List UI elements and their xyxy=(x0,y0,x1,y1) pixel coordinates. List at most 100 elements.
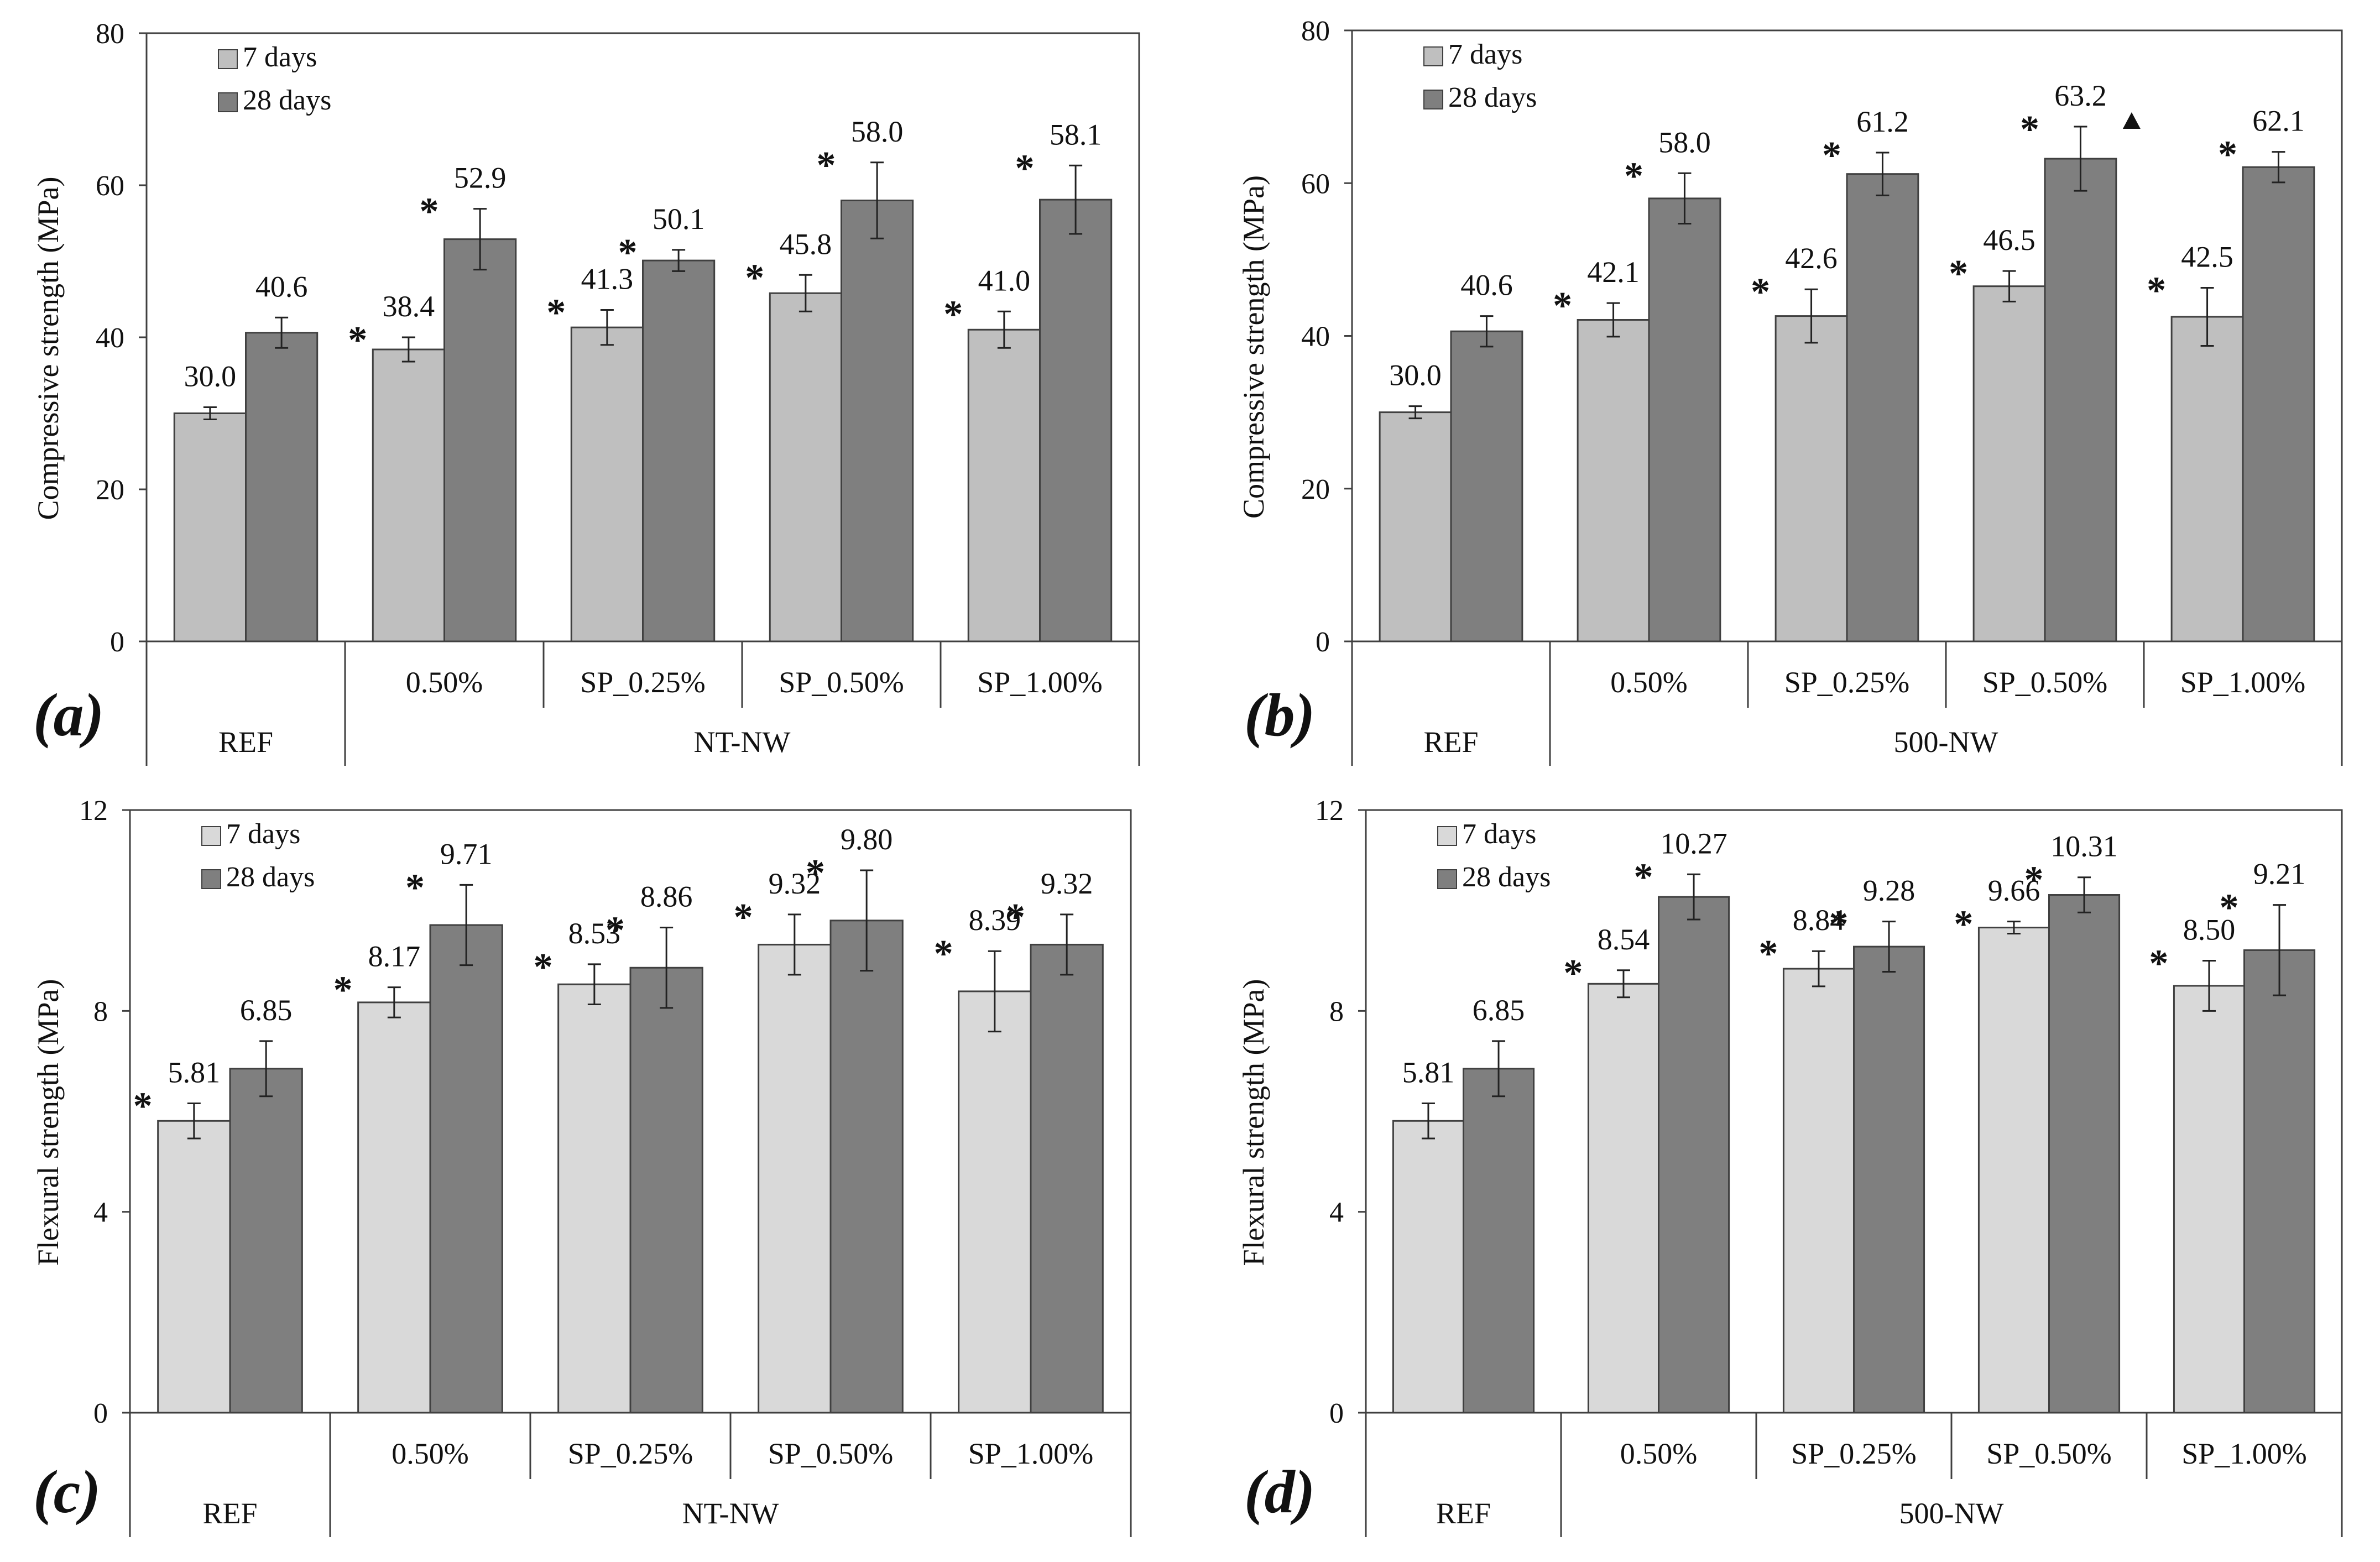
data-label: 42.6 xyxy=(1785,242,1838,275)
significance-asterisk: * xyxy=(1758,933,1778,975)
y-tick-label: 0 xyxy=(1329,1398,1344,1429)
bar xyxy=(1846,173,1919,642)
bar xyxy=(841,200,914,642)
category-label: 0.50% xyxy=(1610,666,1687,699)
data-label: 5.81 xyxy=(1402,1056,1455,1089)
data-label: 41.0 xyxy=(978,264,1031,297)
significance-asterisk: * xyxy=(133,1085,153,1127)
data-label: 9.32 xyxy=(769,867,821,900)
y-tick-label: 80 xyxy=(96,18,124,50)
y-axis-label: Compressive strength (MPa) xyxy=(32,177,65,520)
y-axis-label: Flexural strength (MPa) xyxy=(32,979,65,1266)
data-label: 38.4 xyxy=(383,290,435,323)
legend-swatch xyxy=(201,826,221,846)
legend-swatch xyxy=(201,869,221,889)
y-tick-label: 4 xyxy=(1329,1197,1344,1229)
legend-swatch xyxy=(1437,826,1457,846)
group-label: REF xyxy=(218,725,273,759)
legend-label: 28 days xyxy=(226,861,315,893)
significance-asterisk: * xyxy=(333,969,353,1012)
data-label: 8.54 xyxy=(1598,923,1650,956)
significance-asterisk: * xyxy=(1751,271,1770,314)
significance-asterisk: * xyxy=(1949,253,1968,295)
significance-asterisk: * xyxy=(534,946,553,989)
y-tick-label: 4 xyxy=(93,1197,108,1229)
significance-asterisk: * xyxy=(1563,952,1583,995)
legend-swatch xyxy=(218,92,238,112)
group-label: REF xyxy=(202,1497,257,1530)
data-label: 6.85 xyxy=(240,994,293,1027)
y-tick-label: 0 xyxy=(110,626,124,658)
bar xyxy=(769,292,843,642)
data-label: 40.6 xyxy=(1460,269,1513,302)
category-label: SP_1.00% xyxy=(968,1437,1094,1470)
bar xyxy=(157,1120,231,1414)
category-label: SP_1.00% xyxy=(977,666,1103,699)
category-label: SP_0.25% xyxy=(568,1437,693,1470)
bar xyxy=(2173,985,2245,1414)
significance-asterisk: * xyxy=(1015,147,1035,190)
category-label: 0.50% xyxy=(392,1437,468,1470)
bar xyxy=(372,348,446,642)
significance-asterisk: * xyxy=(2218,134,2237,176)
data-label: 9.80 xyxy=(841,823,893,856)
bar xyxy=(967,328,1041,642)
bar xyxy=(173,412,247,642)
legend-swatch xyxy=(1437,869,1457,889)
data-label: 5.81 xyxy=(168,1056,221,1089)
significance-asterisk: * xyxy=(2149,943,2168,985)
significance-asterisk: * xyxy=(817,144,836,187)
bar xyxy=(829,920,904,1414)
significance-asterisk: * xyxy=(606,910,625,952)
data-label: 8.53 xyxy=(568,917,621,950)
data-label: 58.0 xyxy=(851,115,904,148)
category-label: SP_1.00% xyxy=(2180,666,2306,699)
category-label: SP_0.50% xyxy=(1986,1437,2112,1470)
y-tick-label: 60 xyxy=(96,170,124,202)
data-label: 61.2 xyxy=(1856,105,1909,138)
data-label: 9.66 xyxy=(1988,874,2040,907)
significance-asterisk: * xyxy=(1954,903,1973,946)
category-label: SP_0.50% xyxy=(768,1437,894,1470)
data-label: 40.6 xyxy=(255,270,308,303)
bar xyxy=(1392,1120,1464,1414)
significance-asterisk: * xyxy=(618,232,638,274)
significance-asterisk: * xyxy=(734,896,753,939)
significance-asterisk: * xyxy=(943,293,963,336)
significance-asterisk: * xyxy=(2147,269,2166,312)
significance-asterisk: * xyxy=(934,933,953,975)
significance-asterisk: * xyxy=(1624,155,1643,197)
bar xyxy=(2048,894,2121,1414)
data-label: 46.5 xyxy=(1983,223,2035,257)
data-label: 9.28 xyxy=(1863,874,1916,907)
bar xyxy=(1039,198,1113,642)
bar xyxy=(1030,943,1104,1414)
panel-a-compressive-nt-nw: 0 20 40 60 80 Compressive strength (MPa) 0.50%… xyxy=(32,18,1140,766)
data-label: 9.21 xyxy=(2253,858,2306,891)
group-label: REF xyxy=(1423,725,1478,759)
bar xyxy=(642,259,716,642)
y-tick-label: 20 xyxy=(96,474,124,506)
significance-asterisk: * xyxy=(2024,859,2044,902)
bar xyxy=(1658,896,1730,1414)
significance-asterisk: * xyxy=(2020,108,2039,151)
bar xyxy=(2243,949,2316,1414)
y-tick-label: 12 xyxy=(1315,795,1344,827)
data-label: 8.50 xyxy=(2183,913,2236,947)
panel-label: (d) xyxy=(1244,1458,1315,1526)
significance-asterisk: * xyxy=(1006,896,1025,939)
data-label: 10.31 xyxy=(2050,830,2118,863)
bar xyxy=(758,943,832,1414)
bar xyxy=(443,238,517,642)
panel-label: (c) xyxy=(33,1458,101,1526)
data-label: 45.8 xyxy=(780,227,832,260)
legend-label: 7 days xyxy=(1462,818,1536,850)
data-label: 62.1 xyxy=(2252,105,2305,138)
bar xyxy=(958,990,1032,1414)
category-label: 0.50% xyxy=(1620,1437,1697,1470)
bar xyxy=(229,1068,303,1414)
significance-asterisk: * xyxy=(1553,285,1572,327)
panel-b-compressive-500-nw: 0 20 40 60 80 Compressive strength (MPa) 0.50%… xyxy=(1237,15,2343,766)
category-label: SP_0.25% xyxy=(1791,1437,1917,1470)
category-label: SP_0.25% xyxy=(1784,666,1910,699)
